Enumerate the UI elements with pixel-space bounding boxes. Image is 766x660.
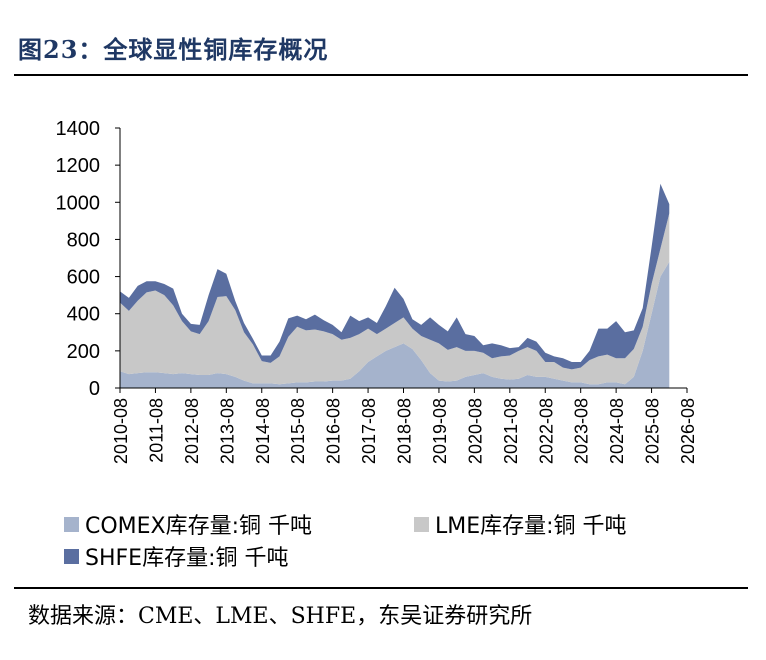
legend-item-comex: COMEX库存量:铜 千吨 — [64, 508, 312, 540]
x-tick-label: 2023-08 — [572, 398, 592, 464]
x-tick-label: 2015-08 — [288, 398, 308, 464]
area-series-shfe — [120, 183, 670, 370]
x-tick-label: 2020-08 — [465, 398, 485, 464]
area-series-comex — [120, 261, 670, 388]
stacked-area-chart: 0 200 400 600 800 1000 1200 1400 2010-08 2011-08… — [56, 118, 699, 464]
source-note: 数据来源：CME、LME、SHFE，东吴证券研究所 — [28, 604, 533, 629]
y-tick-label: 400 — [67, 304, 100, 326]
x-tick-label: 2021-08 — [501, 398, 521, 464]
x-tick-label: 2024-08 — [607, 398, 627, 464]
legend-swatch-shfe — [64, 548, 79, 564]
y-tick-label: 1400 — [56, 118, 101, 140]
legend-item-shfe: SHFE库存量:铜 千吨 — [64, 540, 288, 572]
legend-label-shfe: SHFE库存量:铜 千吨 — [85, 546, 289, 571]
y-axis: 0 200 400 600 800 1000 1200 1400 — [56, 118, 121, 400]
x-tick-label: 2018-08 — [395, 398, 415, 464]
y-tick-label: 0 — [89, 378, 100, 400]
x-tick-label: 2010-08 — [111, 398, 131, 464]
x-tick-label: 2026-08 — [678, 398, 698, 464]
bottom-divider — [14, 587, 748, 589]
y-tick-label: 800 — [67, 229, 100, 251]
legend-label-comex: COMEX库存量:铜 千吨 — [85, 514, 313, 539]
x-tick-label: 2017-08 — [359, 398, 379, 464]
x-tick-label: 2011-08 — [146, 398, 166, 463]
area-series-lme — [120, 213, 670, 385]
y-tick-label: 600 — [67, 267, 100, 289]
legend-swatch-comex — [64, 516, 79, 532]
legend-swatch-lme — [414, 516, 429, 532]
x-tick-label: 2012-08 — [182, 398, 202, 464]
x-tick-label: 2025-08 — [643, 398, 663, 464]
y-tick-label: 1000 — [56, 192, 101, 214]
legend-item-lme: LME库存量:铜 千吨 — [414, 508, 627, 540]
x-tick-label: 2016-08 — [324, 398, 344, 464]
x-tick-label: 2022-08 — [536, 398, 556, 464]
plot-areas — [120, 183, 670, 388]
chart-title: 图23：全球显性铜库存概况 — [18, 35, 329, 64]
x-tick-label: 2014-08 — [253, 398, 273, 464]
x-tick-label: 2019-08 — [430, 398, 450, 464]
legend-label-lme: LME库存量:铜 千吨 — [435, 514, 627, 539]
x-tick-label: 2013-08 — [217, 398, 237, 464]
y-tick-label: 1200 — [56, 155, 101, 177]
y-tick-label: 200 — [67, 341, 100, 363]
x-axis: 2010-08 2011-08 2012-08 2013-08 2014-08 2015-… — [111, 387, 698, 464]
top-divider — [14, 74, 748, 76]
